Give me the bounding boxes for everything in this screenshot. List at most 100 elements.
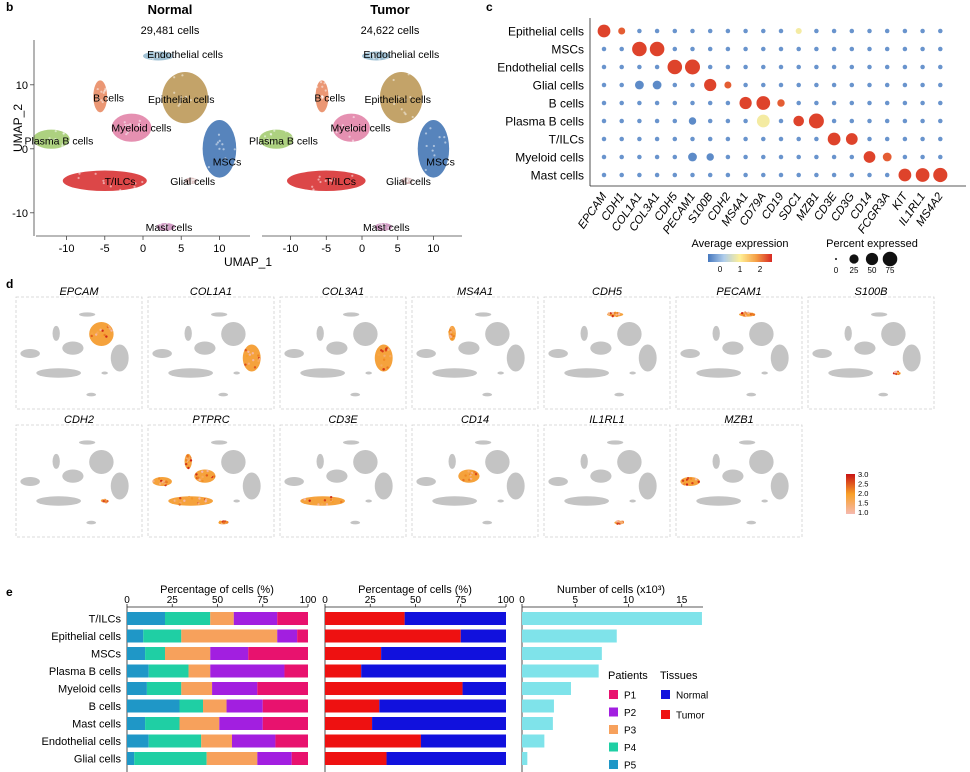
feature-expression-point (201, 479, 204, 483)
feature-expression-point (200, 477, 203, 480)
feature-cluster-endothelial-cells (79, 440, 96, 445)
feature-expression-point (449, 331, 453, 334)
umap-cell-point (269, 132, 272, 136)
dot-b-cells-cdh5 (672, 100, 678, 106)
umap-cluster-label: MSCs (426, 157, 455, 169)
feature-expression-point (158, 482, 162, 486)
bar1-segment-t-ilcs-p3 (210, 612, 234, 625)
feature-cluster-plasma-b-cells (152, 349, 172, 358)
umap-cell-point (218, 147, 221, 150)
dot-epithelial-cells-mzb1 (814, 28, 819, 34)
umap-cell-point (271, 141, 274, 144)
bar1-x-tick-label: 50 (212, 595, 224, 606)
umap-cell-point (224, 157, 227, 160)
feature-expression-point (382, 358, 386, 361)
umap-cell-point (100, 90, 103, 93)
feature-cluster-t-ilcs (168, 368, 214, 378)
feature-cluster-glial-cells (497, 499, 504, 503)
umap-cell-point (207, 166, 210, 169)
bar2-x-tick-label: 75 (455, 595, 467, 606)
dot-epithelial-cells-cd3g (849, 28, 855, 34)
umap-cell-point (372, 57, 376, 60)
bar3-count-plasma-b-cells (522, 664, 599, 678)
feature-expression-point (322, 500, 325, 504)
dot-endothelial-cells-sdc1 (796, 64, 801, 70)
umap-normal-subtitle: 29,481 cells (141, 25, 200, 37)
umap-cell-point (405, 179, 409, 182)
dot-b-cells-fcgr3a (884, 100, 890, 106)
bar2-segment-myeloid-cells-normal (462, 682, 506, 695)
umap-cluster-myeloid-cells (111, 113, 152, 142)
feature-expression-point (450, 337, 454, 340)
dot-mast-cells-epcam (601, 172, 607, 178)
tissues-legend-title: Tissues (660, 670, 698, 682)
feature-cluster-t-ilcs (696, 368, 742, 378)
dot-b-cells-col3a1 (654, 100, 660, 106)
feature-expression-point (462, 478, 465, 482)
feature-expression-point (323, 499, 327, 502)
size-legend-label: 25 (850, 266, 859, 275)
dot-glial-cells-col3a1 (652, 80, 662, 90)
feature-cluster-epithelial-cells (89, 322, 114, 346)
feature-cluster-plasma-b-cells (548, 349, 568, 358)
umap-cluster-label: Myeloid cells (111, 123, 171, 135)
feature-cluster-endothelial-cells (475, 312, 492, 317)
feature-cluster-b-cells (580, 325, 588, 341)
feature-expression-point (245, 354, 249, 358)
umap-x-tick-label: 0 (140, 243, 146, 255)
feature-expression-point (742, 314, 746, 317)
feature-cluster-plasma-b-cells (284, 477, 304, 486)
dotplot-row-label: Epithelial cells (508, 25, 584, 39)
dotplot-row-label: Mast cells (531, 169, 584, 183)
umap-cell-point (324, 89, 327, 92)
feature-cluster-mast-cells (482, 392, 493, 397)
feature-cluster-epithelial-cells (221, 322, 246, 346)
dot-plasma-b-cells-col1a1 (637, 118, 642, 124)
feature-cluster-b-cells (580, 453, 588, 469)
dot-glial-cells-il1rl1 (920, 82, 925, 88)
feature-expression-point (198, 497, 201, 500)
bar1-x-tick-label: 0 (124, 595, 130, 606)
feature-cluster-glial-cells (629, 371, 636, 375)
dotplot-row-label: Plasma B cells (505, 115, 584, 129)
umap-cell-point (381, 224, 384, 227)
umap-cell-point (387, 226, 390, 229)
feature-cluster-plasma-b-cells (284, 349, 304, 358)
dot-glial-cells-epcam (601, 82, 607, 88)
patient-legend-label: P2 (624, 708, 637, 719)
feature-cluster-mast-cells (350, 392, 361, 397)
dot-b-cells-epcam (601, 100, 607, 106)
featureplot-frame-il1rl1 (543, 424, 671, 538)
feature-cluster-plasma-b-cells (20, 477, 40, 486)
bar1-segment-mast-cells-p4 (145, 717, 180, 730)
umap-cell-point (50, 138, 54, 141)
dot-mscs-kit (902, 46, 908, 52)
dot-mscs-cd3g (849, 46, 855, 52)
umap-cell-point (61, 144, 64, 148)
feature-expression-point (251, 352, 254, 355)
dot-myeloid-cells-col1a1 (637, 154, 642, 160)
umap-cell-point (173, 91, 176, 94)
bar3-x-tick-label: 5 (572, 595, 578, 606)
feature-cluster-t-ilcs (36, 368, 82, 378)
umap-cell-point (178, 100, 181, 103)
colorbar-tick-label: 1.0 (858, 508, 868, 517)
umap-cell-point (409, 96, 412, 99)
umap-cell-point (311, 185, 314, 188)
dot-epithelial-cells-kit (902, 28, 908, 34)
bar3-x-tick-label: 10 (623, 595, 635, 606)
bar1-x-tick-label: 75 (257, 595, 269, 606)
dot-mast-cells-cdh2 (725, 172, 731, 178)
dot-b-cells-ms4a2 (938, 100, 943, 106)
dot-t-ilcs-col3a1 (654, 136, 660, 142)
feature-expression-point (178, 503, 181, 506)
dot-plasma-b-cells-cdh1 (619, 118, 624, 124)
dot-plasma-b-cells-cd3g (849, 118, 855, 124)
bar1-segment-plasma-b-cells-p1 (284, 664, 308, 678)
umap-cell-point (284, 130, 287, 133)
dot-endothelial-cells-mzb1 (814, 64, 819, 70)
dot-epithelial-cells-pecam1 (690, 28, 695, 34)
bar1-segment-glial-cells-p2 (257, 752, 292, 765)
umap-cell-point (141, 180, 144, 184)
umap-cell-point (393, 102, 396, 106)
